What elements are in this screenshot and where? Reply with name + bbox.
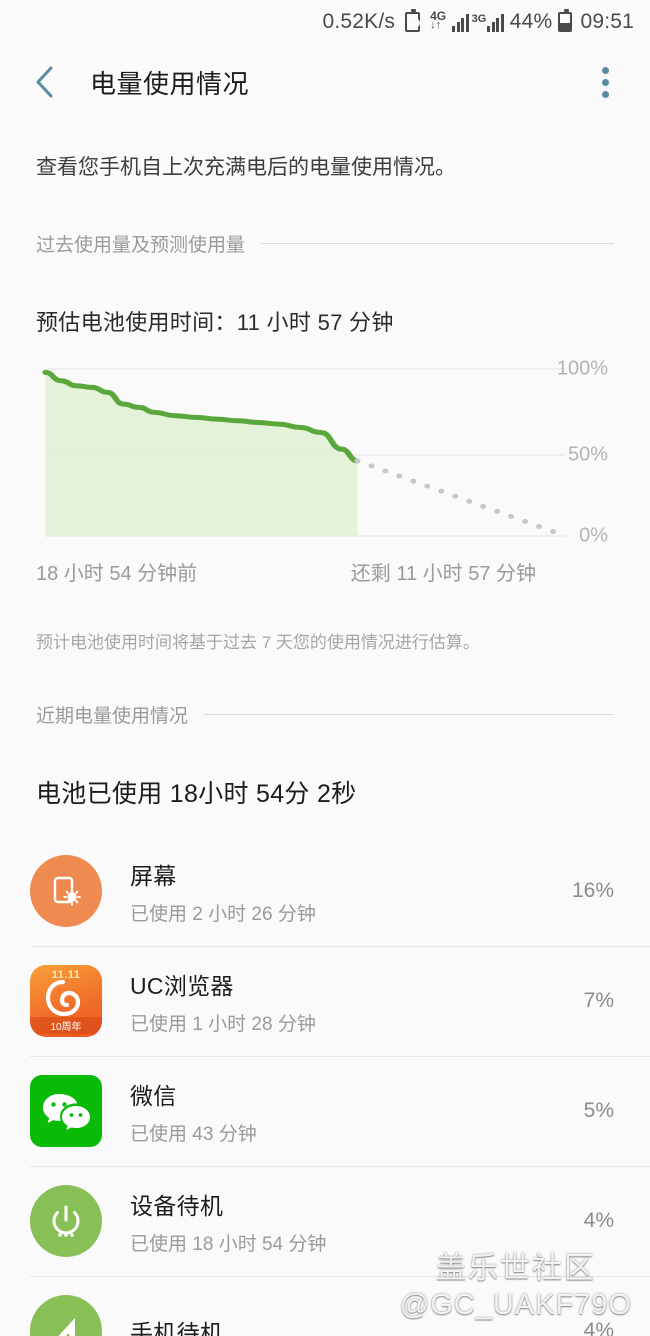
y-tick-100: 100% — [556, 357, 608, 379]
signal-standby-glyph — [58, 1318, 75, 1336]
data-arrows: ↓↑ — [430, 19, 442, 31]
app-usage-row[interactable]: 微信已使用 43 分钟 5% — [0, 1056, 650, 1166]
chart-history-line — [42, 369, 361, 463]
toolbar: 电量使用情况 — [0, 44, 650, 120]
section-header-past-forecast: 过去使用量及预测使用量 — [0, 230, 650, 257]
app-row-text: 微信已使用 43 分钟 — [130, 1077, 556, 1146]
chart-forecast-line — [354, 457, 569, 538]
page-title: 电量使用情况 — [90, 68, 250, 99]
battery-saver-icon — [405, 9, 421, 32]
wechat-icon — [30, 1075, 102, 1147]
uc-badge-top: 11.11 — [51, 969, 81, 981]
app-usage-duration: 已使用 18 小时 54 分钟 — [130, 1233, 327, 1255]
battery-level-icon — [558, 9, 573, 32]
wechat-bubbles-glyph — [43, 1094, 90, 1130]
app-row-text: 屏幕已使用 2 小时 26 分钟 — [130, 857, 556, 926]
app-usage-duration: 已使用 2 小时 26 分钟 — [130, 903, 316, 925]
app-row-text: 设备待机已使用 18 小时 54 分钟 — [130, 1187, 556, 1256]
signal-bars-sim2-icon: 3G — [472, 12, 507, 32]
app-row-text: UC浏览器已使用 1 小时 28 分钟 — [130, 967, 556, 1036]
app-usage-row[interactable]: 设备待机已使用 18 小时 54 分钟 4% — [0, 1166, 650, 1276]
network-speed-text: 0.52K/s — [322, 10, 396, 33]
uc-badge-bottom: 10周年 — [30, 1017, 102, 1034]
status-bar: 0.52K/s 4G ↓↑ 3G 44% 09:51 — [0, 0, 650, 44]
app-usage-duration: 已使用 43 分钟 — [130, 1123, 257, 1145]
chart-label-start: 18 小时 54 分钟前 — [36, 562, 198, 585]
app-usage-percent: 16% — [571, 879, 614, 902]
overflow-menu-icon-dot — [601, 78, 609, 86]
app-name: UC浏览器 — [130, 972, 234, 999]
battery-percent-text: 44% — [509, 10, 553, 33]
battery-chart: 100% 50% 0% — [36, 357, 614, 546]
app-usage-percent: 5% — [583, 1099, 614, 1122]
intro-text: 查看您手机自上次充满电后的电量使用情况。 — [36, 156, 456, 179]
mobile-data-4g-icon: 4G ↓↑ — [430, 9, 450, 33]
signal-bars-sim1-icon — [452, 12, 469, 32]
section-label: 近期电量使用情况 — [36, 706, 189, 727]
sim2-3g-label: 3G — [471, 13, 487, 25]
battery-chart-block: 预估电池使用时间：11 小时 57 分钟 100% 50% — [0, 305, 650, 547]
uc-browser-icon: 11.11 10周年 — [30, 965, 102, 1037]
overflow-menu-button[interactable] — [582, 59, 628, 105]
chart-footer-labels: 18 小时 54 分钟前 还剩 11 小时 57 分钟 — [0, 557, 650, 586]
data-4g-label: 4G — [430, 9, 447, 23]
app-usage-row[interactable]: 手机待机 4% — [0, 1276, 650, 1336]
chart-y-axis: 100% 50% 0% — [536, 357, 614, 546]
app-row-text: 手机待机 — [130, 1314, 556, 1336]
app-name: 手机待机 — [130, 1320, 224, 1336]
section-label: 过去使用量及预测使用量 — [36, 234, 246, 256]
app-name: 设备待机 — [130, 1192, 224, 1219]
app-usage-row[interactable]: 屏幕已使用 2 小时 26 分钟 16% — [0, 836, 650, 946]
screen-brightness-icon — [30, 855, 102, 927]
battery-used-total: 电池已使用 18小时 54分 2秒 — [36, 780, 357, 808]
section-header-recent-usage: 近期电量使用情况 — [0, 701, 650, 728]
back-chevron-icon — [36, 66, 53, 98]
app-usage-duration: 已使用 1 小时 28 分钟 — [130, 1013, 316, 1035]
power-standby-glyph — [52, 1205, 80, 1237]
overflow-menu-icon-dot — [601, 90, 609, 98]
chart-note-text: 预计电池使用时间将基于过去 7 天您的使用情况进行估算。 — [36, 632, 480, 652]
section-divider — [204, 714, 614, 715]
screen-brightness-glyph — [53, 876, 81, 906]
chart-label-end: 还剩 11 小时 57 分钟 — [350, 562, 536, 585]
app-usage-percent: 4% — [583, 1209, 614, 1232]
back-button[interactable] — [22, 59, 68, 105]
y-tick-0: 0% — [579, 524, 608, 546]
app-name: 屏幕 — [130, 862, 177, 889]
app-usage-percent: 7% — [583, 989, 614, 1012]
estimated-time-title: 预估电池使用时间：11 小时 57 分钟 — [36, 309, 394, 335]
chart-area-fill — [45, 371, 358, 536]
power-standby-icon — [30, 1185, 102, 1257]
app-usage-row[interactable]: 11.11 10周年 UC浏览器已使用 1 小时 28 分钟 7% — [0, 946, 650, 1056]
app-usage-percent: 4% — [583, 1319, 614, 1336]
overflow-menu-icon-dot — [601, 66, 609, 74]
y-tick-50: 50% — [567, 443, 608, 465]
main-content: 查看您手机自上次充满电后的电量使用情况。 过去使用量及预测使用量 预估电池使用时… — [0, 120, 650, 1336]
uc-squirrel-glyph — [45, 980, 81, 1017]
signal-standby-icon — [30, 1295, 102, 1336]
clock-text: 09:51 — [580, 10, 634, 33]
app-usage-list: 屏幕已使用 2 小时 26 分钟 16% 11.11 10周年 UC浏览器已使用 1 小… — [0, 836, 650, 1336]
app-name: 微信 — [130, 1082, 177, 1109]
battery-chart-svg — [42, 367, 569, 538]
section-divider — [261, 242, 614, 244]
